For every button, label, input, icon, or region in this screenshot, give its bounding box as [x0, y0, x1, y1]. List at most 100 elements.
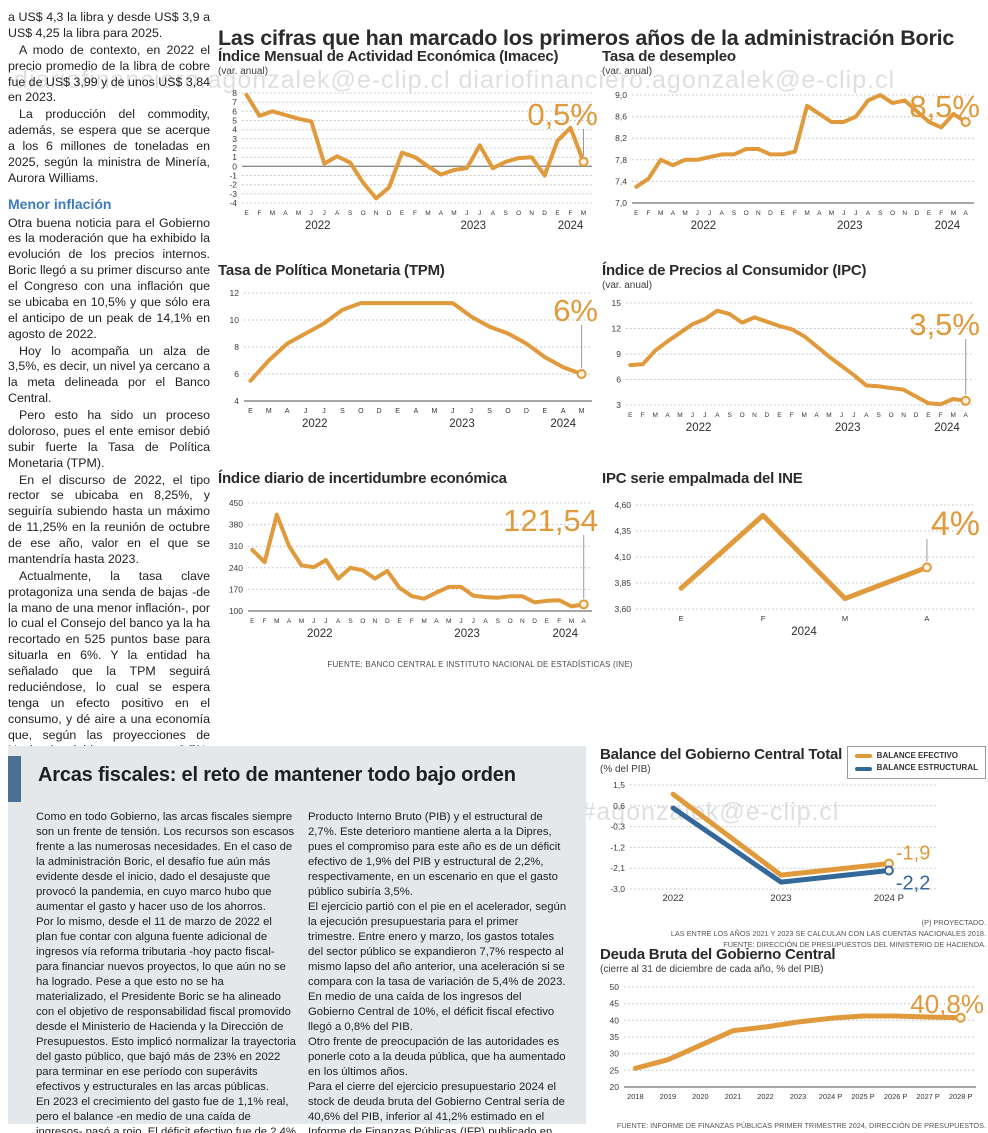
svg-text:4,10: 4,10: [614, 552, 631, 562]
svg-text:2021: 2021: [725, 1092, 741, 1101]
svg-text:J: J: [854, 210, 857, 217]
svg-text:2022: 2022: [686, 422, 712, 434]
svg-text:O: O: [890, 210, 895, 217]
svg-text:4,60: 4,60: [614, 500, 631, 510]
svg-text:M: M: [658, 210, 663, 217]
svg-text:8: 8: [232, 88, 237, 98]
svg-text:M: M: [682, 210, 687, 217]
svg-text:-2: -2: [229, 180, 237, 190]
svg-text:-3,0: -3,0: [610, 884, 625, 894]
svg-text:E: E: [679, 614, 684, 623]
svg-text:3,85: 3,85: [614, 578, 631, 588]
svg-text:-0,3: -0,3: [610, 822, 625, 832]
svg-text:3,60: 3,60: [614, 604, 631, 614]
svg-text:F: F: [569, 210, 573, 217]
svg-text:S: S: [496, 618, 501, 625]
chart-title: Balance del Gobierno Central Total: [600, 746, 843, 763]
svg-text:5: 5: [232, 116, 237, 126]
article-paragraph: Otra buena noticia para el Gobierno es l…: [8, 215, 210, 341]
svg-text:2024: 2024: [550, 418, 576, 430]
balance-line-plot: 1,5 0,6 -0,3 -1,2 -2,1 -3,0 2022 2023 2024 P -1,9…: [600, 777, 986, 916]
svg-text:A: A: [715, 412, 720, 419]
svg-text:450: 450: [229, 498, 243, 508]
svg-text:N: N: [529, 210, 534, 217]
svg-text:2024: 2024: [935, 220, 961, 232]
svg-text:M: M: [431, 408, 437, 415]
svg-text:2023: 2023: [454, 628, 480, 640]
svg-text:M: M: [950, 412, 955, 419]
svg-text:2022: 2022: [663, 893, 684, 904]
article-paragraph: Hoy lo acompaña un alza de 3,5%, es deci…: [8, 343, 210, 406]
panel-accent-bar: [8, 756, 21, 802]
svg-text:A: A: [720, 210, 725, 217]
chart-tpm: Tasa de Política Monetaria (TPM) 12 10 8 6 4…: [218, 262, 600, 446]
svg-text:J: J: [324, 618, 327, 625]
panel-paragraph: Por lo mismo, desde el 11 de marzo de 20…: [36, 916, 296, 1094]
svg-text:2024: 2024: [553, 628, 579, 640]
svg-text:E: E: [542, 408, 547, 415]
svg-text:2022: 2022: [307, 628, 333, 640]
footnote: LAS ENTRE LOS AÑOS 2021 Y 2023 SE CALCUL…: [670, 928, 986, 938]
svg-text:M: M: [446, 618, 451, 625]
panel-paragraph: Como en todo Gobierno, las arcas fiscale…: [36, 811, 295, 914]
svg-text:S: S: [877, 412, 882, 419]
panel-paragraph: Para el cierre del ejercicio presupuesta…: [308, 1081, 565, 1133]
svg-text:D: D: [387, 210, 392, 217]
svg-text:D: D: [915, 210, 920, 217]
svg-text:M: M: [579, 408, 585, 415]
svg-text:S: S: [728, 412, 733, 419]
svg-text:2025 P: 2025 P: [851, 1092, 874, 1101]
svg-text:8,6: 8,6: [615, 112, 627, 122]
svg-text:S: S: [732, 210, 737, 217]
svg-text:D: D: [532, 618, 537, 625]
svg-text:D: D: [524, 408, 529, 415]
svg-text:J: J: [459, 618, 462, 625]
svg-text:A: A: [336, 618, 341, 625]
footnote: (P) PROYECTADO.: [921, 918, 986, 927]
svg-text:-3: -3: [229, 189, 237, 199]
svg-text:F: F: [793, 210, 797, 217]
svg-text:O: O: [358, 408, 364, 415]
svg-text:7,8: 7,8: [615, 155, 627, 165]
svg-text:A: A: [817, 210, 822, 217]
svg-text:N: N: [901, 412, 906, 419]
svg-text:N: N: [902, 210, 907, 217]
svg-text:2028 P: 2028 P: [949, 1092, 972, 1101]
svg-text:A: A: [483, 618, 488, 625]
chart-legend: BALANCE EFECTIVO BALANCE ESTRUCTURAL: [846, 746, 986, 779]
fiscal-panel: Arcas fiscales: el reto de mantener todo…: [8, 746, 586, 1133]
svg-text:O: O: [744, 210, 749, 217]
svg-text:2022: 2022: [757, 1092, 773, 1101]
svg-text:2023: 2023: [449, 418, 475, 430]
svg-text:240: 240: [229, 563, 243, 573]
svg-text:O: O: [508, 618, 513, 625]
svg-text:4: 4: [232, 125, 237, 135]
svg-text:2019: 2019: [660, 1092, 676, 1101]
chart-subtitle: (var. anual): [218, 66, 269, 77]
svg-text:12: 12: [612, 324, 622, 334]
svg-text:8: 8: [234, 342, 239, 352]
article-paragraph: La producción del commodity, además, se …: [8, 107, 210, 185]
svg-text:6: 6: [234, 369, 239, 379]
svg-text:M: M: [829, 210, 834, 217]
svg-text:M: M: [451, 210, 456, 217]
svg-text:F: F: [641, 412, 645, 419]
svg-text:380: 380: [229, 520, 243, 530]
svg-text:S: S: [348, 210, 353, 217]
svg-text:O: O: [516, 210, 521, 217]
svg-text:2024: 2024: [558, 220, 584, 232]
svg-text:100: 100: [229, 606, 243, 616]
svg-text:J: J: [310, 210, 313, 217]
panel-column-2: Producto Interno Bruto (PIB) y el estruc…: [308, 810, 568, 1133]
chart-title: Tasa de Política Monetaria (TPM): [218, 262, 445, 279]
svg-text:F: F: [647, 210, 651, 217]
svg-text:A: A: [964, 210, 969, 217]
svg-text:E: E: [777, 412, 782, 419]
svg-text:A: A: [582, 618, 587, 625]
svg-text:2026 P: 2026 P: [884, 1092, 907, 1101]
svg-text:25: 25: [610, 1065, 620, 1075]
svg-text:A: A: [434, 618, 439, 625]
svg-text:M: M: [274, 618, 279, 625]
svg-text:D: D: [765, 412, 770, 419]
